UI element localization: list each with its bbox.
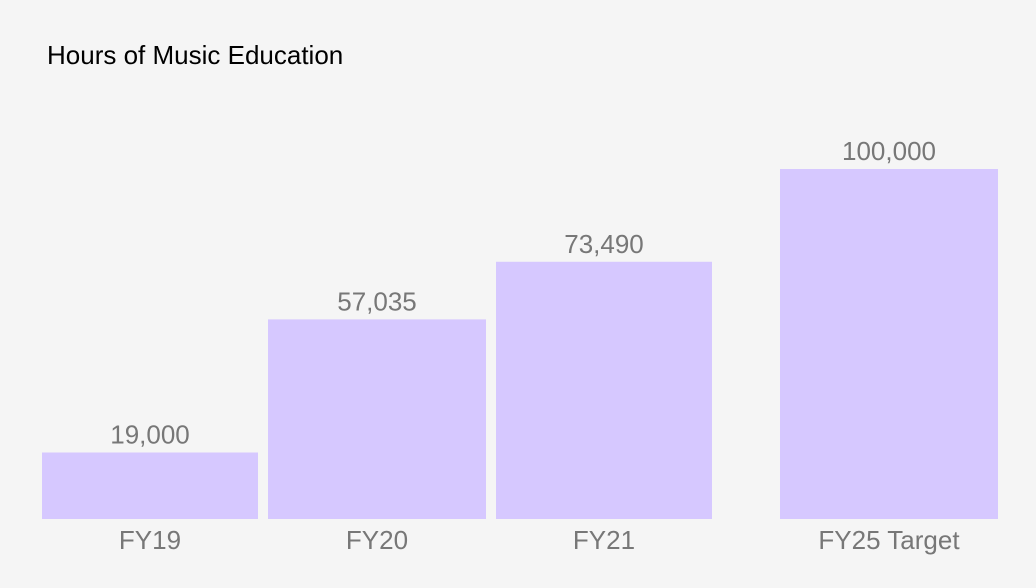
bar-fy20: [268, 319, 486, 519]
value-label-fy19: 19,000: [110, 420, 190, 450]
value-label-fy21: 73,490: [564, 229, 644, 259]
x-tick-labels-group: FY19 FY20 FY21 FY25 Target: [119, 525, 960, 555]
value-label-fy25-target: 100,000: [842, 136, 936, 166]
x-tick-label-fy19: FY19: [119, 525, 181, 555]
bar-fy25-target: [780, 169, 998, 519]
x-tick-label-fy20: FY20: [346, 525, 408, 555]
bars-group: [42, 169, 998, 519]
value-label-fy20: 57,035: [337, 286, 417, 316]
x-tick-label-fy25-target: FY25 Target: [818, 525, 960, 555]
x-tick-label-fy21: FY21: [573, 525, 635, 555]
bar-fy21: [496, 261, 712, 519]
value-labels-group: 19,000 57,035 73,490 100,000: [110, 136, 936, 450]
chart-title: Hours of Music Education: [47, 40, 344, 70]
bar-fy19: [42, 452, 258, 519]
